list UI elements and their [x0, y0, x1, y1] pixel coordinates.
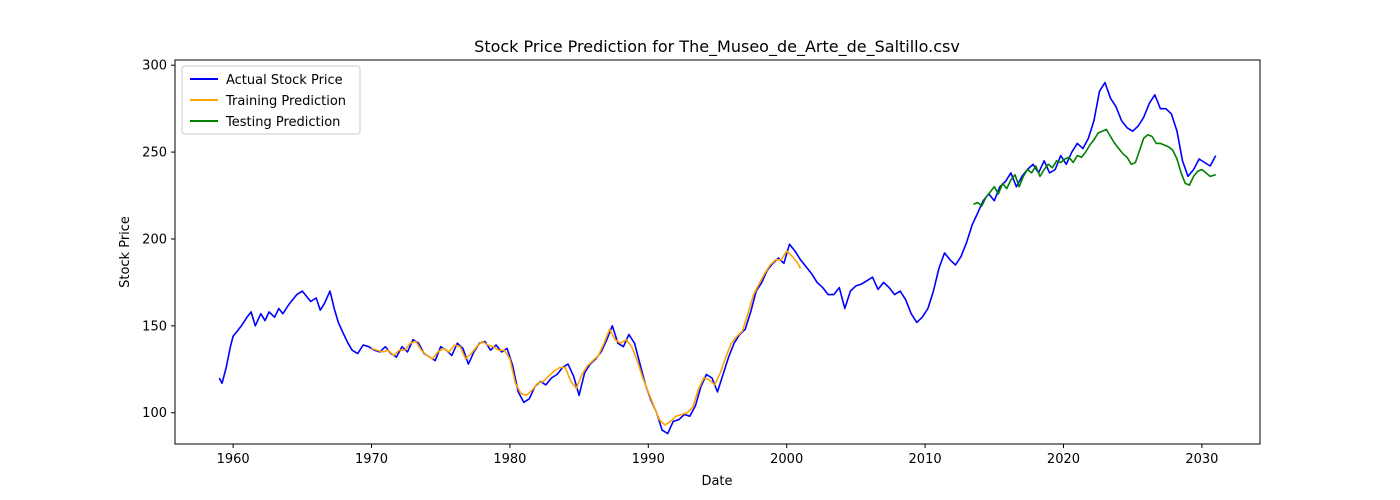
y-tick-label: 100 [142, 406, 167, 421]
legend-label-actual: Actual Stock Price [226, 73, 343, 88]
series-layer [218, 81, 1217, 435]
y-tick-label: 250 [142, 146, 167, 161]
y-tick-label: 150 [142, 319, 167, 334]
series-line-testing-prediction [973, 128, 1216, 207]
x-tick-label: 1980 [493, 452, 526, 467]
legend-label-training: Training Prediction [225, 94, 346, 109]
series-line-training-prediction [371, 250, 802, 426]
x-tick-label: 2030 [1185, 452, 1218, 467]
axes-frame [174, 59, 1261, 445]
legend-box [181, 65, 361, 135]
y-tick-label: 200 [142, 232, 167, 247]
x-tick-label: 2020 [1047, 452, 1080, 467]
y-axis-ticks: 100 150 200 250 300 [142, 59, 175, 421]
x-tick-label: 2000 [770, 452, 803, 467]
series-line-actual-stock-price [218, 81, 1217, 435]
y-tick-label: 300 [142, 59, 167, 74]
x-tick-label: 1990 [632, 452, 665, 467]
legend-label-testing: Testing Prediction [225, 115, 340, 130]
x-tick-label: 2010 [909, 452, 942, 467]
x-axis-ticks: 1960 1970 1980 1990 2000 2010 2020 2030 [217, 444, 1218, 467]
x-axis-title: Date [701, 474, 732, 489]
y-axis-title: Stock Price [118, 216, 133, 288]
x-tick-label: 1970 [355, 452, 388, 467]
x-tick-label: 1960 [217, 452, 250, 467]
legend: Actual Stock Price Training Prediction T… [181, 65, 361, 135]
chart-title: Stock Price Prediction for The_Museo_de_… [474, 37, 960, 57]
